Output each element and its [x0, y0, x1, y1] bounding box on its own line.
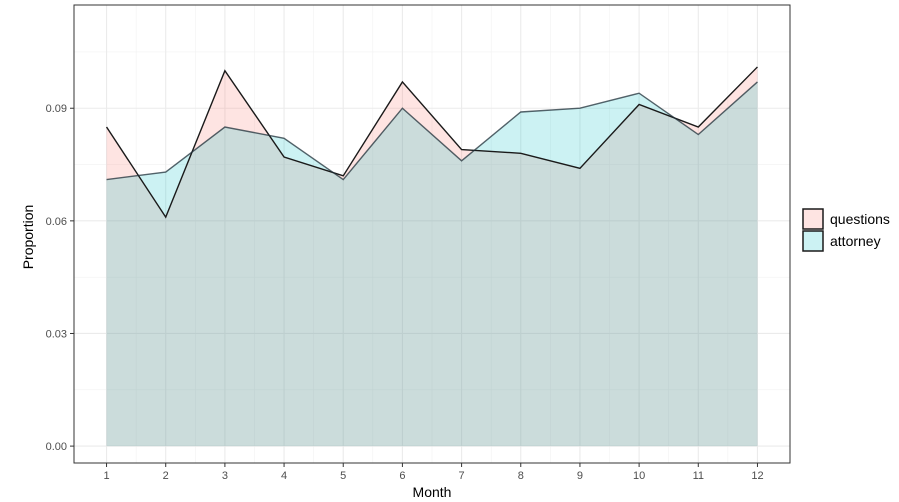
major-gridlines [74, 5, 790, 463]
y-tick-label: 0.00 [46, 441, 67, 453]
area-attorney [106, 81, 758, 447]
legend-key-attorney [802, 230, 824, 252]
x-axis-title: Month [413, 484, 452, 500]
legend-key-questions [802, 208, 824, 230]
legend-key-bg [802, 230, 824, 252]
y-tick-label: 0.06 [46, 216, 67, 228]
x-tick-label: 9 [577, 470, 583, 482]
series-lines [105, 66, 758, 219]
y-axis-title: Proportion [20, 205, 36, 270]
x-tick-label: 8 [518, 470, 524, 482]
x-tick-label: 1 [103, 470, 109, 482]
x-tick-label: 7 [459, 470, 465, 482]
x-tick-label: 4 [281, 470, 287, 482]
legend-key-bg [802, 208, 824, 230]
x-tick-label: 11 [693, 470, 704, 482]
legend-label-attorney: attorney [830, 233, 881, 249]
y-axis: 0.00 0.03 0.06 0.09 [46, 103, 74, 453]
x-tick-label: 2 [163, 470, 169, 482]
x-tick-label: 12 [751, 470, 763, 482]
line-attorney [106, 81, 758, 181]
y-tick-label: 0.03 [46, 328, 67, 340]
x-axis: 1 2 3 4 5 6 7 8 9 10 11 12 [103, 463, 764, 482]
series-areas [106, 66, 758, 447]
x-tick-label: 6 [399, 470, 405, 482]
line-questions [105, 66, 758, 219]
x-tick-label: 3 [222, 470, 228, 482]
minor-gridlines [74, 5, 790, 463]
x-tick-label: 5 [340, 470, 346, 482]
y-tick-label: 0.09 [46, 103, 67, 115]
area-questions [106, 66, 758, 447]
plot-panel-border [73, 4, 791, 464]
x-tick-label: 10 [633, 470, 645, 482]
legend: questions attorney [802, 208, 890, 252]
legend-label-questions: questions [830, 211, 890, 227]
